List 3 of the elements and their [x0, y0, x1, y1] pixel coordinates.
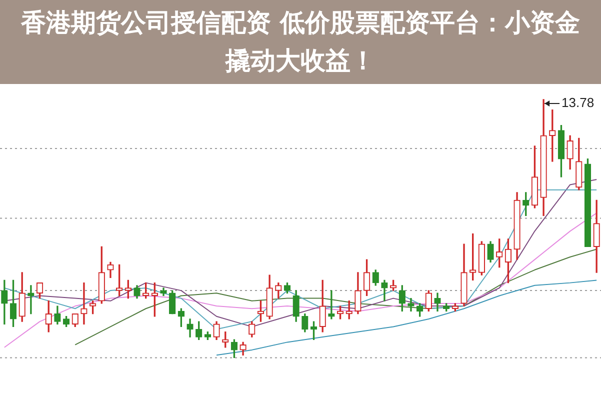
chart-title: 香港期货公司授信配资 低价股票配资平台：小资金撬动大收益！ [20, 7, 581, 77]
candlestick [80, 282, 88, 324]
annotation: 13.78 [562, 95, 594, 110]
